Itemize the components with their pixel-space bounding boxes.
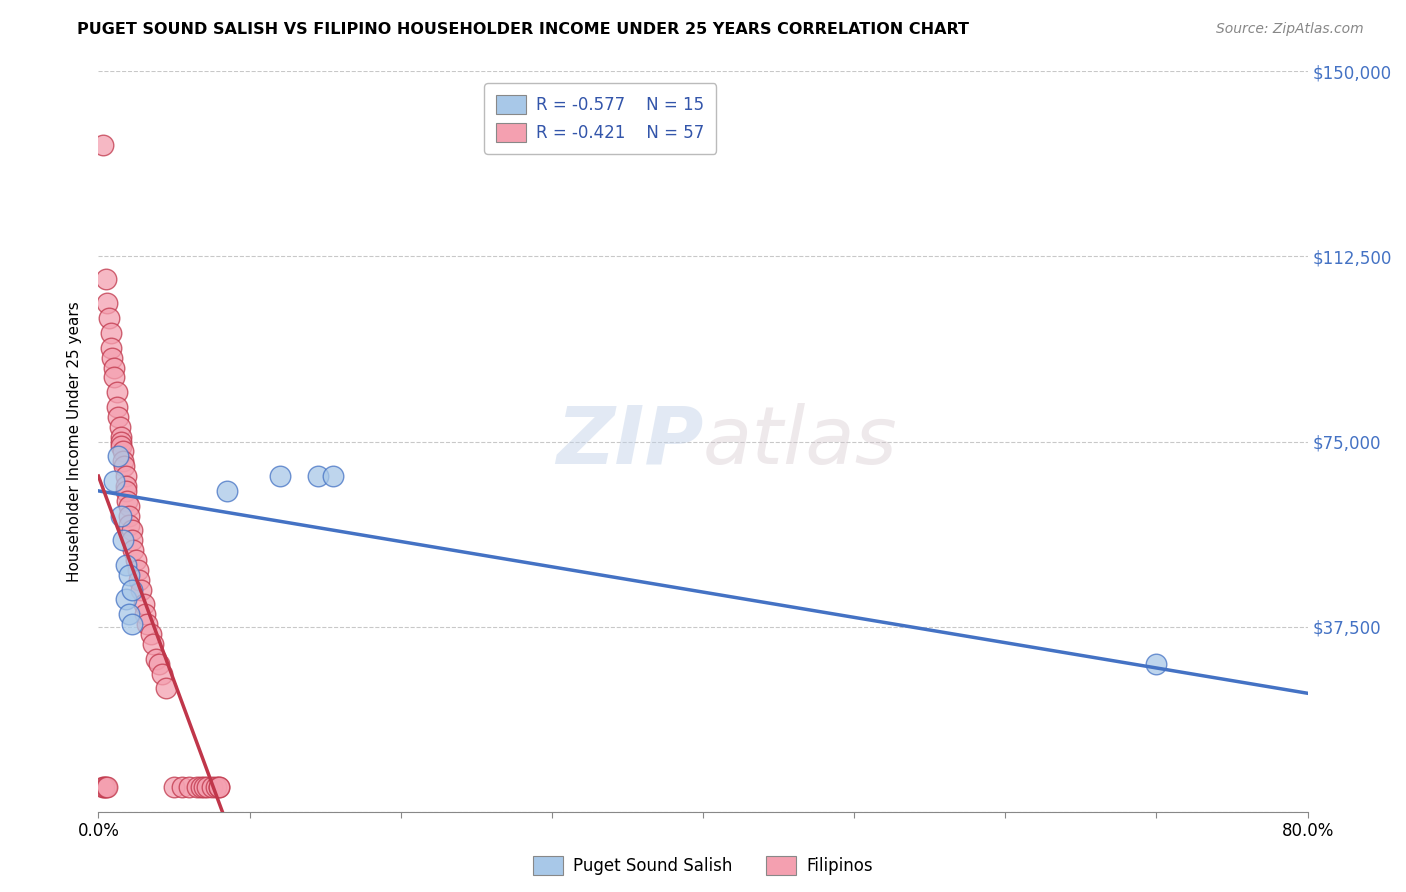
- Point: [269, 469, 291, 483]
- Point: [115, 493, 138, 508]
- Point: [195, 780, 218, 794]
- Point: [103, 474, 125, 488]
- Point: [107, 450, 129, 464]
- Point: [148, 657, 170, 671]
- Point: [103, 370, 125, 384]
- Legend: Puget Sound Salish, Filipinos: Puget Sound Salish, Filipinos: [524, 847, 882, 884]
- Point: [135, 617, 157, 632]
- Point: [105, 400, 128, 414]
- Point: [111, 533, 134, 548]
- Point: [129, 582, 152, 597]
- Point: [118, 607, 141, 622]
- Point: [193, 780, 215, 794]
- Point: [110, 429, 132, 443]
- Point: [121, 582, 143, 597]
- Point: [94, 780, 117, 794]
- Point: [114, 592, 136, 607]
- Point: [134, 607, 156, 622]
- Text: Source: ZipAtlas.com: Source: ZipAtlas.com: [1216, 22, 1364, 37]
- Point: [205, 780, 228, 794]
- Point: [118, 567, 141, 582]
- Point: [98, 311, 121, 326]
- Text: PUGET SOUND SALISH VS FILIPINO HOUSEHOLDER INCOME UNDER 25 YEARS CORRELATION CHA: PUGET SOUND SALISH VS FILIPINO HOUSEHOLD…: [77, 22, 969, 37]
- Point: [186, 780, 208, 794]
- Point: [201, 780, 224, 794]
- Point: [107, 409, 129, 424]
- Point: [132, 598, 155, 612]
- Point: [114, 469, 136, 483]
- Point: [141, 627, 163, 641]
- Point: [163, 780, 186, 794]
- Point: [101, 351, 124, 365]
- Point: [121, 617, 143, 632]
- Point: [322, 469, 344, 483]
- Point: [190, 780, 212, 794]
- Point: [96, 296, 118, 310]
- Point: [114, 558, 136, 572]
- Point: [170, 780, 193, 794]
- Point: [150, 666, 173, 681]
- Point: [91, 780, 114, 794]
- Point: [118, 499, 141, 513]
- Point: [1144, 657, 1167, 671]
- Point: [145, 651, 167, 665]
- Point: [307, 469, 329, 483]
- Legend: R = -0.577    N = 15, R = -0.421    N = 57: R = -0.577 N = 15, R = -0.421 N = 57: [485, 83, 716, 153]
- Point: [96, 780, 118, 794]
- Point: [114, 483, 136, 498]
- Point: [208, 780, 231, 794]
- Text: atlas: atlas: [703, 402, 898, 481]
- Point: [91, 138, 114, 153]
- Point: [110, 434, 132, 449]
- Point: [111, 444, 134, 458]
- Point: [122, 543, 145, 558]
- Point: [121, 524, 143, 538]
- Point: [208, 780, 231, 794]
- Point: [94, 271, 117, 285]
- Point: [105, 385, 128, 400]
- Point: [215, 483, 238, 498]
- Point: [118, 518, 141, 533]
- Point: [108, 419, 131, 434]
- Y-axis label: Householder Income Under 25 years: Householder Income Under 25 years: [67, 301, 83, 582]
- Point: [125, 553, 148, 567]
- Point: [127, 563, 149, 577]
- Point: [112, 459, 135, 474]
- Point: [111, 454, 134, 468]
- Point: [110, 508, 132, 523]
- Point: [155, 681, 177, 696]
- Point: [114, 479, 136, 493]
- Point: [118, 508, 141, 523]
- Point: [121, 533, 143, 548]
- Point: [93, 780, 115, 794]
- Point: [100, 341, 122, 355]
- Point: [128, 573, 150, 587]
- Text: ZIP: ZIP: [555, 402, 703, 481]
- Point: [103, 360, 125, 375]
- Point: [179, 780, 201, 794]
- Point: [100, 326, 122, 340]
- Point: [142, 637, 165, 651]
- Point: [110, 440, 132, 454]
